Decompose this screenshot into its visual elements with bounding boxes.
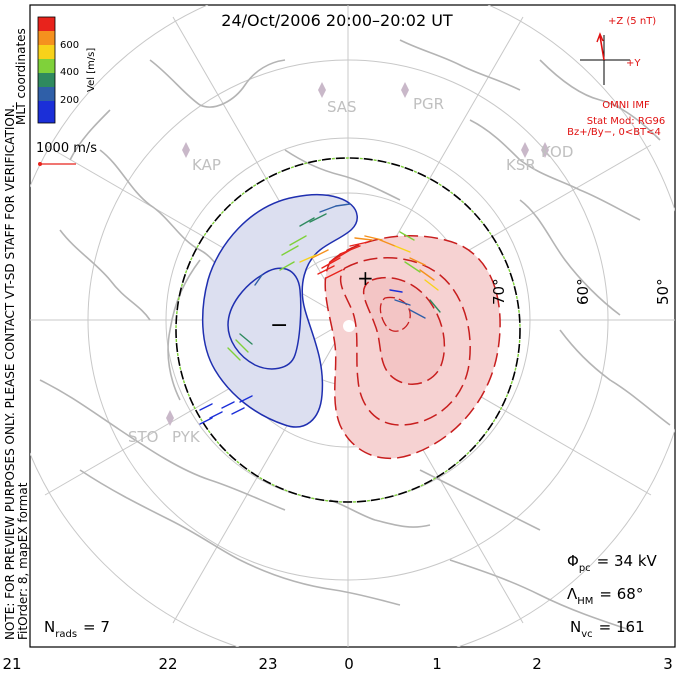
pole-marker bbox=[343, 320, 355, 332]
positive-contour-core bbox=[379, 296, 411, 332]
preview-notice: NOTE: FOR PREVIEW PURPOSES ONLY. PLEASE … bbox=[3, 104, 17, 640]
imf-model: Stat Mod: RG96 bbox=[587, 116, 666, 127]
nvc-stat: Nvc = 161 bbox=[570, 618, 645, 640]
coordinates-label: MLT coordinates bbox=[14, 28, 28, 125]
potential-maximum-marker: + bbox=[357, 266, 374, 290]
velocity-tick-200: 200 bbox=[60, 95, 79, 106]
mlt-label-2: 2 bbox=[532, 655, 542, 673]
station-markers bbox=[166, 82, 549, 426]
negative-potential-cell bbox=[201, 193, 358, 428]
lambda-hm-stat: ΛHM = 68° bbox=[567, 585, 643, 607]
mlt-label-1: 1 bbox=[432, 655, 442, 673]
reference-vector-label: 1000 m/s bbox=[36, 141, 97, 156]
mlt-label-22: 22 bbox=[158, 655, 177, 673]
imf-z-label: +Z (5 nT) bbox=[608, 16, 656, 27]
latitude-label-60: 60° bbox=[574, 278, 592, 305]
heppner-maynard-boundary bbox=[175, 157, 521, 503]
station-kap: KAP bbox=[192, 156, 221, 174]
velocity-axis-label: Vel [m/s] bbox=[86, 48, 97, 92]
mlt-label-21: 21 bbox=[2, 655, 21, 673]
positive-contour-mid bbox=[339, 257, 471, 426]
station-pgr: PGR bbox=[413, 95, 444, 113]
map-title: 24/Oct/2006 20:00–20:02 UT bbox=[221, 11, 453, 30]
imf-condition: Bz+/By−, 0<BT<4 bbox=[567, 127, 661, 138]
reference-vector bbox=[38, 162, 76, 166]
mlt-label-3: 3 bbox=[663, 655, 673, 673]
positive-contour-inner bbox=[362, 276, 446, 385]
imf-source: OMNI IMF bbox=[602, 100, 650, 111]
station-sto: STO bbox=[128, 428, 159, 446]
nrads-stat: Nrads = 7 bbox=[44, 618, 110, 640]
velocity-tick-600: 600 bbox=[60, 40, 79, 51]
phi-pc-stat: Φpc = 34 kV bbox=[567, 552, 658, 574]
heppner-maynard-boundary-vectors bbox=[175, 157, 521, 503]
fit-order-note: FitOrder: 8, mapEX format bbox=[16, 482, 30, 640]
latitude-label-50: 50° bbox=[654, 278, 672, 305]
potential-minimum-marker: − bbox=[270, 313, 288, 338]
station-sas: SAS bbox=[327, 98, 357, 116]
imf-clock-dial bbox=[580, 32, 630, 85]
velocity-tick-400: 400 bbox=[60, 67, 79, 78]
coastlines bbox=[39, 39, 671, 631]
station-ksr: KSR bbox=[506, 156, 536, 174]
station-pyk: PYK bbox=[172, 428, 201, 446]
latitude-label-70: 70° bbox=[490, 278, 508, 305]
velocity-vectors bbox=[199, 203, 441, 425]
imf-y-label: +Y bbox=[626, 58, 641, 69]
velocity-color-scale: 600 400 200 Vel [m/s] bbox=[37, 16, 97, 124]
station-kod: KOD bbox=[541, 143, 573, 161]
mlt-label-0: 0 bbox=[344, 655, 354, 673]
mlt-label-23: 23 bbox=[258, 655, 277, 673]
negative-contour-inner bbox=[227, 267, 302, 370]
